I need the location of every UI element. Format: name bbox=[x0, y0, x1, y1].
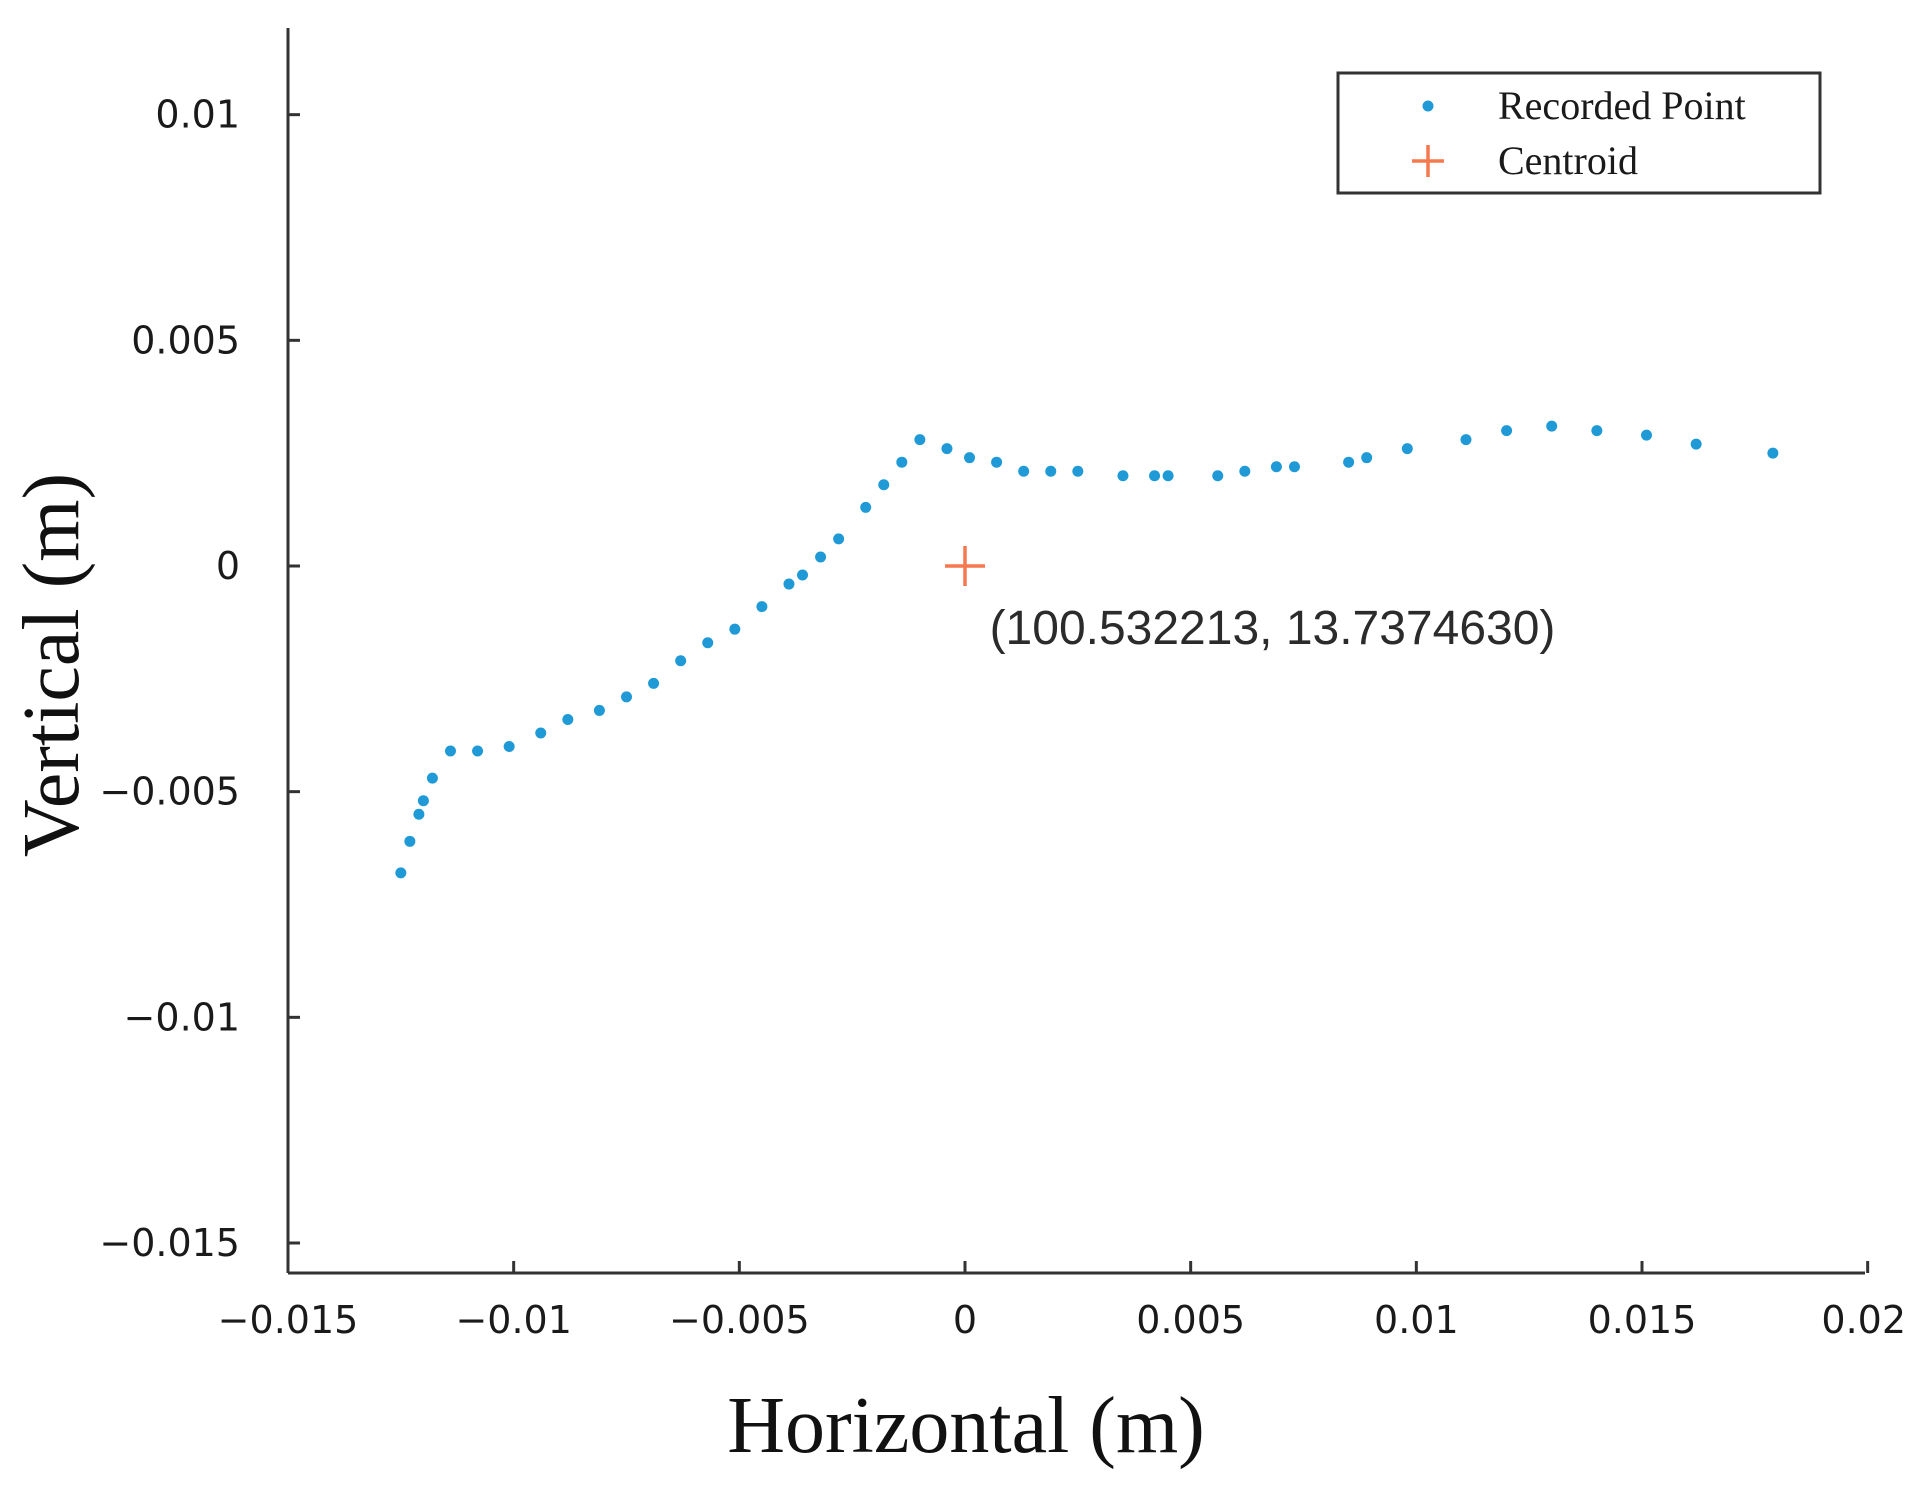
recorded-point bbox=[878, 479, 890, 491]
recorded-point bbox=[964, 452, 976, 464]
recorded-point bbox=[1117, 470, 1129, 482]
x-tick-label: 0.015 bbox=[1588, 1298, 1697, 1342]
recorded-point bbox=[417, 795, 429, 807]
recorded-point bbox=[914, 434, 926, 446]
recorded-point bbox=[1239, 465, 1251, 477]
recorded-point bbox=[1343, 456, 1355, 468]
recorded-point bbox=[833, 533, 845, 545]
recorded-point bbox=[1288, 461, 1300, 473]
recorded-point bbox=[426, 772, 438, 784]
y-axis-title: Vertical (m) bbox=[8, 473, 96, 857]
x-tick-label: 0.02 bbox=[1821, 1298, 1906, 1342]
recorded-point bbox=[675, 655, 687, 667]
recorded-point bbox=[1018, 465, 1030, 477]
recorded-point bbox=[1641, 429, 1653, 441]
x-axis-ticks: −0.015 −0.01 −0.005 0 0.005 0.01 0.015 0.02 bbox=[218, 1261, 1906, 1342]
recorded-point bbox=[395, 867, 407, 879]
y-tick-label: 0.01 bbox=[155, 93, 240, 137]
y-tick-label: 0.005 bbox=[131, 318, 240, 362]
legend-label-centroid: Centroid bbox=[1498, 138, 1638, 183]
recorded-point bbox=[797, 569, 809, 581]
recorded-point bbox=[729, 623, 741, 635]
y-tick-label: −0.005 bbox=[99, 770, 240, 814]
recorded-point bbox=[621, 691, 632, 703]
recorded-point bbox=[535, 727, 547, 739]
recorded-point bbox=[1460, 434, 1472, 446]
recorded-point bbox=[1045, 465, 1057, 477]
x-tick-label: −0.015 bbox=[218, 1298, 359, 1342]
x-tick-label: 0 bbox=[953, 1298, 977, 1342]
recorded-point bbox=[783, 578, 795, 590]
recorded-point bbox=[1072, 465, 1084, 477]
recorded-point bbox=[593, 704, 605, 716]
recorded-points bbox=[395, 420, 1779, 879]
recorded-point bbox=[1690, 438, 1702, 450]
recorded-point bbox=[444, 745, 456, 757]
recorded-point bbox=[562, 713, 574, 725]
recorded-point bbox=[815, 551, 827, 563]
legend-centroid-icon bbox=[1412, 145, 1444, 177]
x-tick-label: 0.005 bbox=[1136, 1298, 1245, 1342]
recorded-point bbox=[896, 456, 908, 468]
legend-recorded-point-icon bbox=[1422, 100, 1434, 112]
recorded-point bbox=[1212, 470, 1224, 482]
recorded-point bbox=[1767, 447, 1779, 459]
recorded-point bbox=[1591, 425, 1603, 437]
x-tick-label: 0.01 bbox=[1374, 1298, 1459, 1342]
legend-box bbox=[1336, 71, 1822, 195]
y-tick-label: −0.01 bbox=[124, 995, 240, 1039]
recorded-point bbox=[472, 745, 484, 757]
axes bbox=[286, 28, 1865, 1275]
recorded-point bbox=[648, 677, 660, 689]
centroid-marker bbox=[945, 546, 985, 586]
y-tick-label: 0 bbox=[216, 544, 240, 588]
recorded-point bbox=[404, 835, 416, 847]
recorded-point bbox=[1361, 452, 1373, 464]
y-tick-label: −0.015 bbox=[99, 1221, 240, 1265]
x-tick-label: −0.005 bbox=[669, 1298, 810, 1342]
recorded-point bbox=[413, 808, 425, 820]
recorded-point bbox=[1401, 443, 1413, 455]
recorded-point bbox=[503, 741, 515, 753]
centroid-annotation: (100.532213, 13.7374630) bbox=[990, 602, 1556, 655]
y-axis-ticks: 0.01 0.005 0 −0.005 −0.01 −0.015 bbox=[99, 93, 300, 1265]
legend-label-recorded-point: Recorded Point bbox=[1498, 83, 1746, 128]
recorded-point bbox=[1149, 470, 1161, 482]
recorded-point bbox=[1270, 461, 1282, 473]
centroid-marker-group bbox=[945, 546, 985, 586]
x-axis-title: Horizontal (m) bbox=[727, 1382, 1205, 1470]
recorded-point bbox=[1546, 420, 1558, 432]
legend: Recorded Point Centroid bbox=[1336, 71, 1822, 195]
recorded-point bbox=[991, 456, 1003, 468]
recorded-point bbox=[702, 637, 714, 649]
recorded-point bbox=[1162, 470, 1174, 482]
x-tick-label: −0.01 bbox=[455, 1298, 571, 1342]
recorded-point bbox=[860, 501, 872, 513]
recorded-point bbox=[941, 443, 953, 455]
recorded-point bbox=[756, 601, 768, 613]
recorded-point bbox=[1501, 425, 1513, 437]
